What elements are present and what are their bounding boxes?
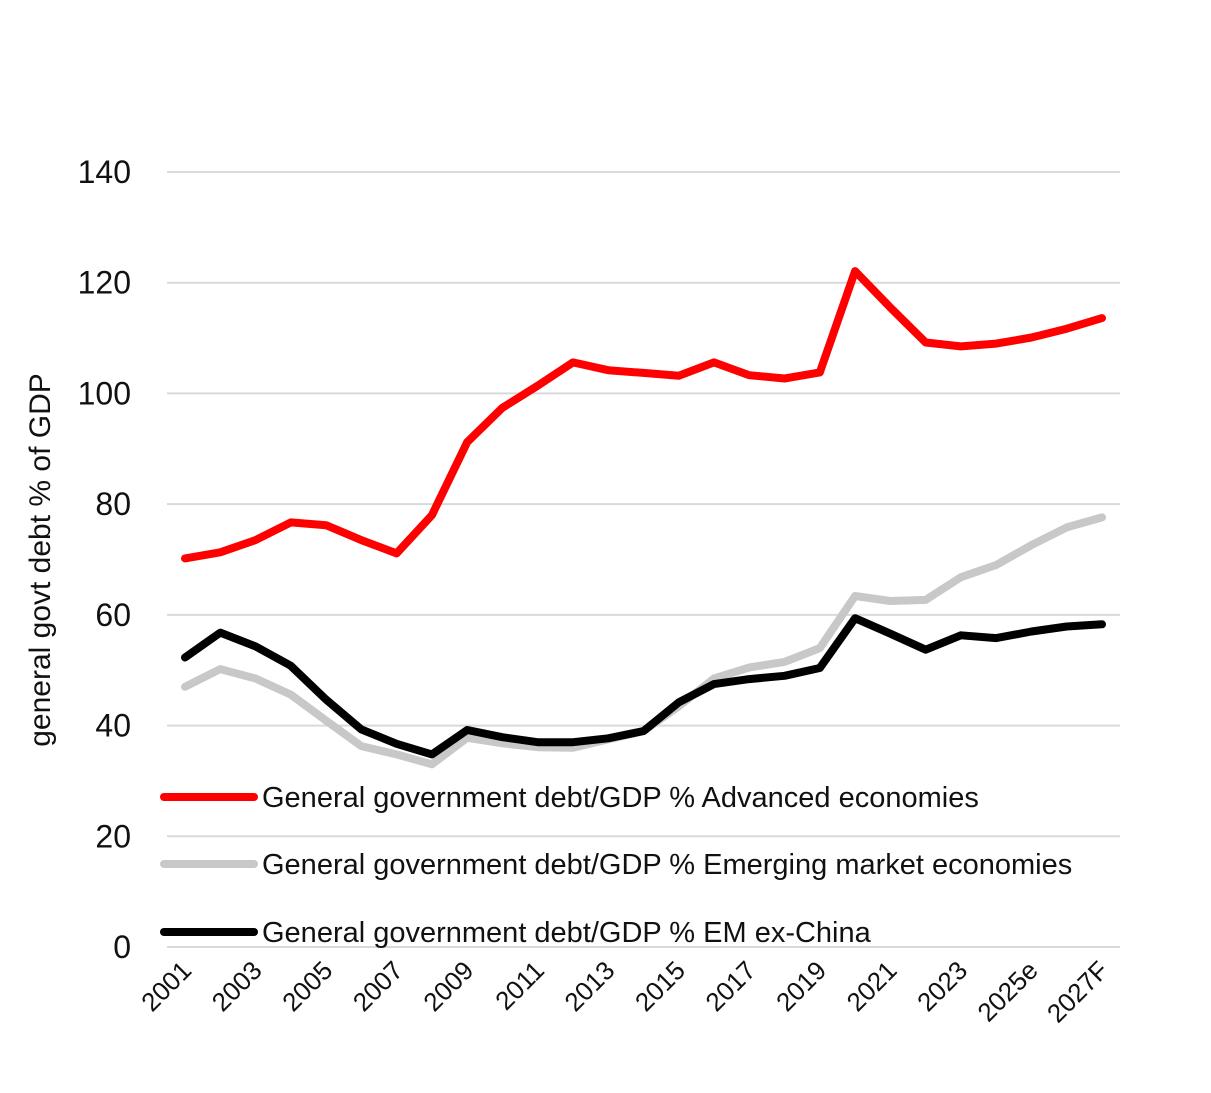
x-tick-label: 2003	[206, 955, 268, 1017]
x-tick-label: 2025e	[971, 955, 1043, 1027]
x-tick-label: 2019	[770, 955, 832, 1017]
legend-label: General government debt/GDP % EM ex-Chin…	[262, 917, 872, 949]
y-tick-label: 60	[95, 597, 131, 633]
x-tick-label: 2011	[489, 955, 550, 1016]
x-tick-label: 2005	[276, 955, 338, 1017]
x-tick-label: 2015	[629, 955, 691, 1017]
series-line-0	[181, 267, 1106, 563]
series-lines	[181, 267, 1106, 769]
y-tick-label: 120	[78, 265, 131, 301]
x-tick-label: 2021	[841, 955, 903, 1017]
x-tick-label: 2001	[135, 955, 197, 1017]
series-line-2	[181, 614, 1106, 759]
y-axis-ticks: 0 20 40 60 80 100 120 140	[78, 154, 131, 965]
y-tick-label: 100	[78, 375, 131, 411]
y-tick-label: 140	[78, 154, 131, 190]
x-tick-label: 2027F	[1041, 955, 1114, 1028]
legend-label: General government debt/GDP % Emerging m…	[262, 849, 1072, 881]
y-axis-label: general govt debt % of GDP	[24, 373, 57, 747]
legend-label: General government debt/GDP % Advanced e…	[262, 782, 979, 814]
x-tick-label: 2017	[699, 955, 761, 1017]
x-axis-ticks: 2001 2003 2005 2007 2009 2011 2013 2015 2017 2019…	[135, 955, 1114, 1028]
y-tick-label: 80	[95, 486, 131, 522]
gridlines	[167, 171, 1120, 948]
x-tick-label: 2013	[558, 955, 620, 1017]
y-tick-label: 0	[113, 929, 131, 965]
x-tick-label: 2007	[347, 955, 409, 1017]
legend: General government debt/GDP % Advanced e…	[160, 782, 1072, 949]
y-tick-label: 40	[95, 708, 131, 744]
y-tick-label: 20	[95, 818, 131, 854]
x-tick-label: 2023	[911, 955, 973, 1017]
x-tick-label: 2009	[417, 955, 479, 1017]
